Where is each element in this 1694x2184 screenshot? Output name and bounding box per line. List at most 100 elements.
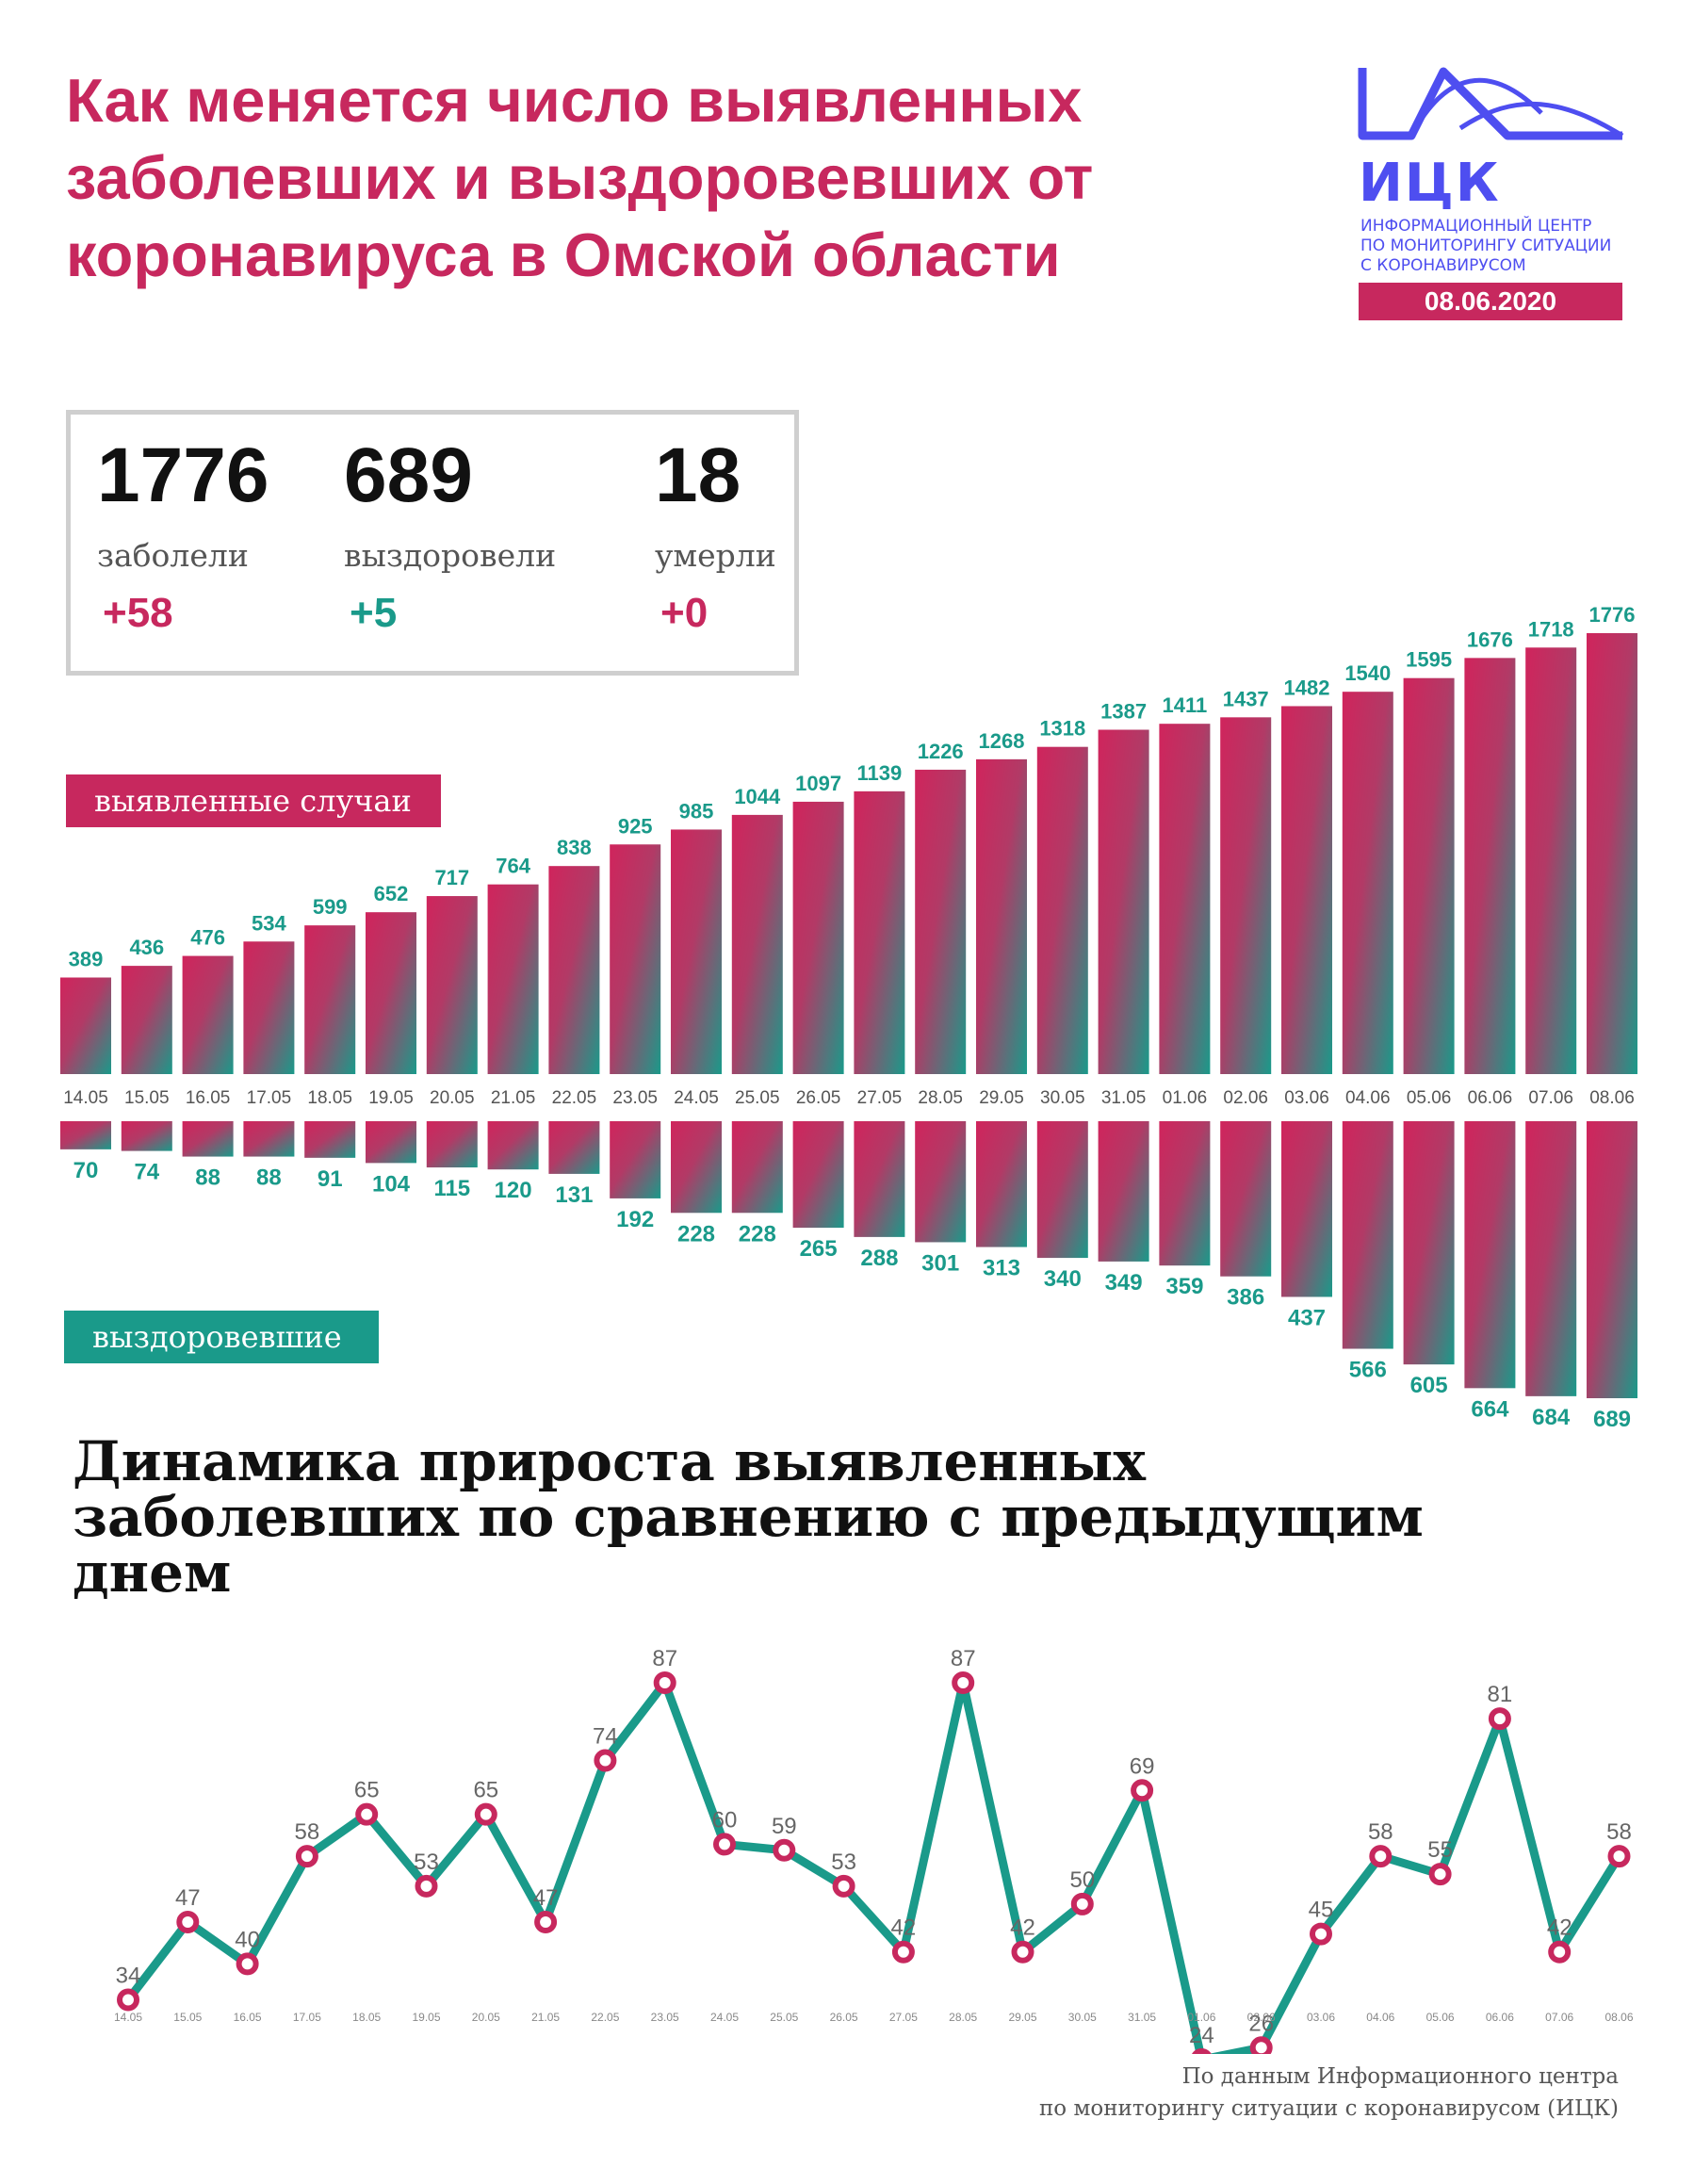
line-point-label: 26 — [1248, 2011, 1274, 2036]
line-tick-label: 08.06 — [1604, 2011, 1633, 2024]
bar-recovered — [426, 1121, 478, 1168]
bar-detected — [1098, 729, 1149, 1074]
stat-cases-label: заболели — [97, 537, 249, 574]
line-point-label: 59 — [772, 1814, 797, 1839]
bar-detected — [610, 844, 661, 1074]
bar-detected — [243, 941, 295, 1074]
bar-tick-label: 31.05 — [1101, 1088, 1147, 1108]
line-point — [594, 1749, 617, 1772]
line-point-label: 47 — [533, 1885, 559, 1911]
bar-tick-label: 20.05 — [430, 1088, 475, 1108]
bar-recovered — [304, 1121, 356, 1158]
line-tick-label: 14.05 — [114, 2011, 142, 2024]
bar-recovered — [1342, 1121, 1393, 1349]
bar-tick-label: 25.05 — [735, 1088, 780, 1108]
line-point-label: 40 — [235, 1927, 260, 1952]
source-line: по мониторингу ситуации с коронавирусом … — [1038, 2096, 1619, 2121]
bar-recovered — [243, 1121, 295, 1157]
line-point-label: 45 — [1309, 1898, 1334, 1923]
bar-recovered-label: 192 — [616, 1207, 654, 1232]
bar-detected-label: 652 — [374, 882, 409, 905]
bar-tick-label: 01.06 — [1163, 1088, 1208, 1108]
bar-detected-label: 1437 — [1223, 687, 1269, 710]
line-tick-label: 17.05 — [293, 2011, 321, 2024]
line-point — [117, 1988, 139, 2012]
stat-recovered-label: выздоровели — [344, 537, 557, 574]
bar-recovered-label: 228 — [739, 1221, 776, 1247]
bar-detected — [792, 801, 844, 1074]
bar-detected — [915, 769, 967, 1074]
line-point-label: 65 — [354, 1778, 380, 1803]
bar-detected-label: 1226 — [918, 740, 964, 763]
line-point — [1011, 1940, 1034, 1964]
bar-tick-label: 06.06 — [1468, 1088, 1513, 1108]
source-note: По данным Информационного центра по мони… — [1039, 2061, 1619, 2125]
bar-recovered — [1098, 1121, 1149, 1262]
bar-tick-label: 02.06 — [1223, 1088, 1268, 1108]
bar-recovered — [610, 1121, 661, 1198]
line-point-label: 69 — [1130, 1753, 1155, 1779]
line-point-label: 58 — [1368, 1819, 1393, 1845]
bar-recovered — [121, 1121, 172, 1151]
bar-recovered — [366, 1121, 416, 1164]
bar-recovered — [1464, 1121, 1516, 1389]
bar-detected — [1220, 717, 1272, 1074]
bar-tick-label: 16.05 — [186, 1088, 231, 1108]
line-point — [1428, 1863, 1452, 1886]
line-point — [355, 1802, 379, 1826]
line-tick-label: 01.06 — [1187, 2011, 1215, 2024]
bar-tick-label: 04.06 — [1345, 1088, 1391, 1108]
line-tick-label: 20.05 — [472, 2011, 500, 2024]
bar-recovered — [1036, 1121, 1088, 1259]
bar-recovered-label: 386 — [1227, 1285, 1264, 1311]
line-point-label: 34 — [116, 1964, 141, 1989]
bar-recovered-label: 684 — [1532, 1405, 1571, 1430]
line-point-label: 58 — [295, 1819, 320, 1845]
line-tick-label: 15.05 — [173, 2011, 202, 2024]
bar-tick-label: 15.05 — [124, 1088, 170, 1108]
bar-detected — [426, 896, 478, 1074]
bar-detected-label: 1097 — [795, 772, 841, 795]
line-point-label: 81 — [1488, 1682, 1513, 1707]
line-tick-label: 28.05 — [949, 2011, 977, 2024]
bar-recovered — [487, 1121, 539, 1170]
line-point — [1607, 1845, 1631, 1868]
line-tick-label: 04.06 — [1366, 2011, 1394, 2024]
bar-detected — [976, 758, 1027, 1074]
bar-detected-label: 1595 — [1406, 648, 1452, 672]
bar-detected-label: 764 — [496, 855, 530, 878]
bar-detected-label: 1318 — [1039, 717, 1085, 741]
line-point — [713, 1833, 736, 1856]
line-tick-label: 16.05 — [234, 2011, 262, 2024]
bar-recovered — [671, 1121, 722, 1214]
stat-cases-value: 1776 — [97, 432, 269, 518]
bar-tick-label: 21.05 — [491, 1088, 536, 1108]
bar-recovered-label: 689 — [1593, 1407, 1631, 1432]
logo-text-line: С КОРОНАВИРУСОМ — [1360, 256, 1526, 275]
line-point — [236, 1952, 259, 1976]
bar-recovered-label: 301 — [921, 1250, 959, 1276]
bar-recovered-label: 605 — [1410, 1373, 1448, 1398]
bar-recovered — [548, 1121, 600, 1174]
bar-tick-label: 22.05 — [552, 1088, 597, 1108]
bar-tick-label: 26.05 — [796, 1088, 841, 1108]
bar-tick-label: 27.05 — [857, 1088, 903, 1108]
logo: ИЦК ИНФОРМАЦИОННЫЙ ЦЕНТР ПО МОНИТОРИНГУ … — [1357, 62, 1630, 326]
line-point — [415, 1874, 438, 1898]
bar-tick-label: 24.05 — [674, 1088, 719, 1108]
wave-mountain-icon — [1358, 67, 1624, 140]
line-point — [1310, 1922, 1332, 1946]
bar-detected-label: 1718 — [1528, 617, 1574, 641]
line-point-label: 58 — [1606, 1819, 1632, 1845]
line-tick-label: 27.05 — [889, 2011, 918, 2024]
bar-recovered-label: 265 — [800, 1236, 838, 1262]
bar-recovered — [182, 1121, 234, 1157]
line-point — [1131, 1779, 1154, 1802]
bar-tick-label: 05.06 — [1407, 1088, 1452, 1108]
bar-detected — [1342, 692, 1393, 1074]
bar-detected — [671, 829, 722, 1074]
bar-recovered — [1525, 1121, 1577, 1396]
line-tick-label: 18.05 — [352, 2011, 381, 2024]
line-tick-label: 02.06 — [1247, 2011, 1276, 2024]
line-point-label: 42 — [1547, 1915, 1572, 1941]
